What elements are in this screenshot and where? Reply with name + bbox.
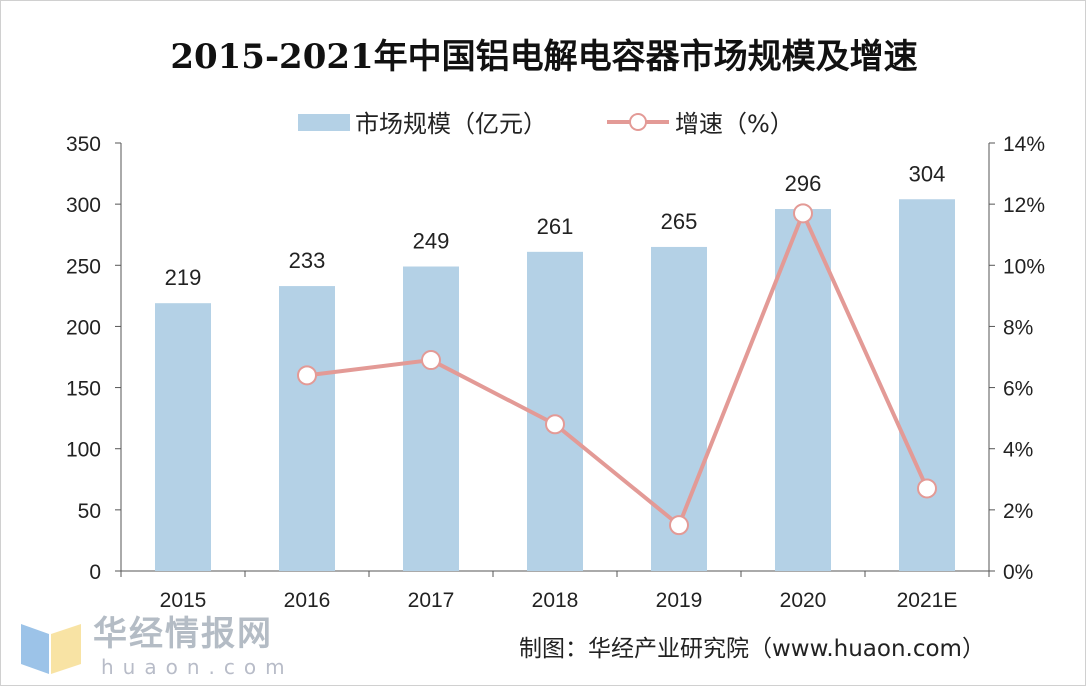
bar (279, 286, 335, 571)
y-right-tick-label: 10% (1003, 255, 1045, 278)
bar-data-label: 296 (785, 171, 822, 196)
growth-point (421, 350, 441, 371)
y-right-tick-label: 8% (1003, 316, 1033, 339)
x-tick-label: 2021E (897, 589, 958, 612)
legend-label-line: 增速（%） (675, 110, 794, 138)
growth-point (793, 203, 813, 224)
bar (155, 303, 211, 571)
y-left-tick-label: 250 (66, 255, 101, 278)
bar-data-label: 265 (661, 209, 698, 234)
growth-line (306, 208, 929, 529)
chart-title: 2015-2021年中国铝电解电容器市场规模及增速 (170, 37, 918, 77)
y-right-tick-label: 14% (1003, 133, 1045, 156)
bar (527, 251, 583, 571)
y-left-tick-label: 100 (66, 439, 101, 462)
watermark-url: huaon.com (101, 655, 294, 679)
x-tick-label: 2018 (532, 589, 579, 612)
y-left-tick-label: 0 (89, 561, 101, 584)
x-tick-label: 2019 (656, 589, 703, 612)
watermark-logo: 华经情报网 huaon.com (21, 615, 341, 685)
y-right-tick-label: 12% (1003, 194, 1045, 217)
y-left-tick-label: 300 (66, 194, 101, 217)
x-tick-label: 2015 (160, 589, 207, 612)
x-tick-label: 2017 (408, 589, 455, 612)
x-tick-label: 2020 (780, 589, 827, 612)
bar-data-label: 219 (165, 265, 202, 290)
watermark-text: 华经情报网 (93, 614, 273, 654)
y-right-tick-label: 4% (1003, 439, 1033, 462)
growth-point (545, 414, 565, 435)
bar-data-label: 261 (537, 214, 574, 239)
y-right-tick-label: 2% (1003, 500, 1033, 523)
bar (403, 266, 459, 571)
watermark-icon (21, 624, 81, 674)
y-right-tick-label: 0% (1003, 561, 1033, 584)
y-left-tick-label: 50 (78, 500, 101, 523)
bar-data-label: 249 (413, 229, 450, 254)
x-tick-label: 2016 (284, 589, 331, 612)
y-right-tick-label: 6% (1003, 378, 1033, 401)
bar-data-label: 304 (909, 161, 946, 186)
bar-data-label: 233 (289, 248, 326, 273)
legend-swatch-bar (298, 114, 350, 131)
y-left-tick-label: 350 (66, 133, 101, 156)
legend-swatch-marker (629, 113, 647, 131)
source-note: 制图：华经产业研究院（www.huaon.com） (519, 636, 985, 662)
bar (899, 199, 955, 571)
y-left-tick-label: 150 (66, 378, 101, 401)
bar (775, 209, 831, 571)
growth-point (297, 365, 317, 386)
y-left-tick-label: 200 (66, 316, 101, 339)
growth-point (669, 515, 689, 536)
growth-point (917, 478, 937, 499)
legend-label-bar: 市场规模（亿元） (355, 110, 547, 138)
